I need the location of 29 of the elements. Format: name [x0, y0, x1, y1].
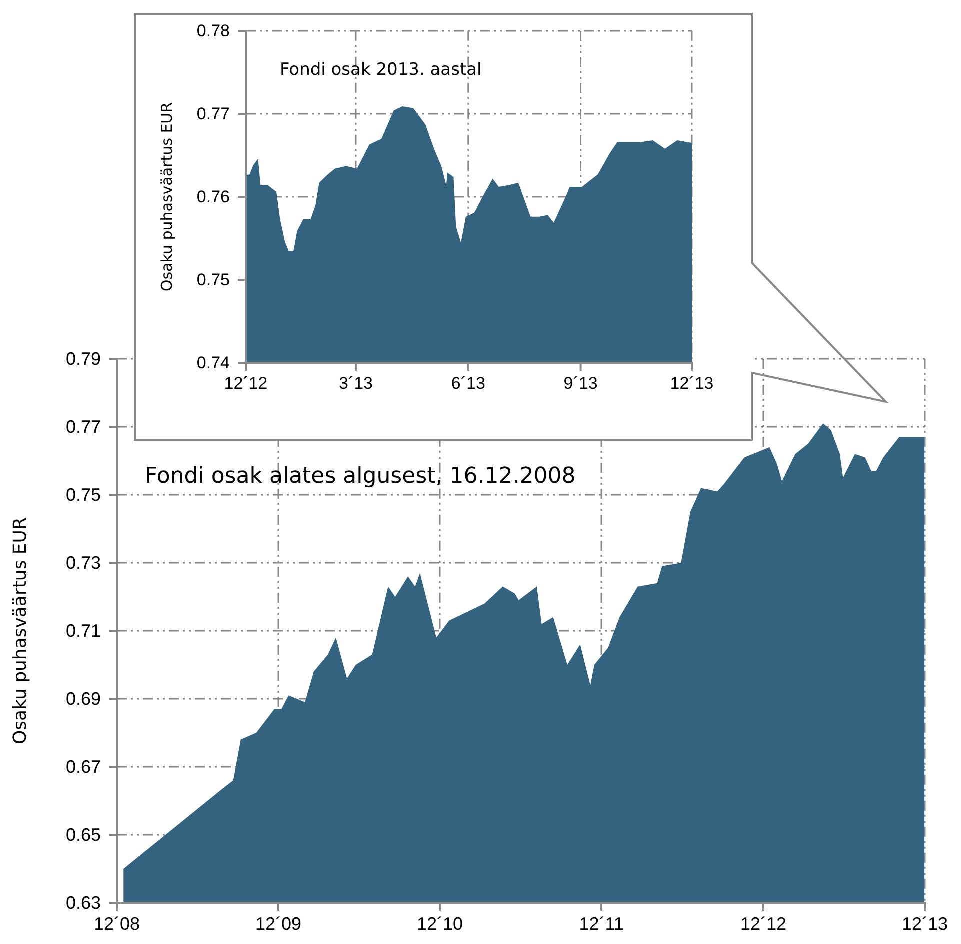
y-tick-label: 0.65 — [66, 824, 101, 845]
x-tick-label: 12´11 — [579, 914, 624, 934]
y-tick-label: 0.71 — [66, 620, 101, 641]
y-tick-label: 0.76 — [196, 187, 230, 206]
x-tick-label: 12´12 — [224, 374, 268, 394]
y-tick-label: 0.75 — [196, 270, 230, 290]
text: Fondi osak 2013. aastal — [280, 60, 482, 80]
x-tick-label: 3´13 — [338, 374, 373, 394]
y-tick-label: 0.78 — [196, 21, 230, 40]
y-tick-label: 0.75 — [66, 484, 101, 505]
y-tick-label: 0.77 — [196, 104, 230, 124]
x-tick-label: 12´13 — [670, 374, 714, 394]
y-tick-label: 0.73 — [66, 552, 101, 573]
y-tick-label: 0.77 — [66, 416, 101, 437]
x-tick-label: 6´13 — [451, 374, 486, 394]
x-tick-label: 12´13 — [902, 914, 948, 934]
y-tick-label: 0.63 — [66, 892, 101, 913]
y-tick-label: 0.74 — [196, 353, 230, 372]
y-axis-title: Osaku puhasväärtus EUR — [10, 518, 31, 744]
x-tick-label: 12´09 — [255, 914, 302, 934]
y-axis-title: Osaku puhasväärtus EUR — [158, 102, 176, 292]
y-tick-label: 0.69 — [66, 688, 101, 709]
text: Fondi osak alates algusest, 16.12.2008 — [145, 464, 576, 489]
y-tick-label: 0.67 — [66, 756, 101, 777]
x-tick-label: 12´10 — [417, 914, 464, 934]
y-tick-label: 0.79 — [66, 348, 101, 369]
x-tick-label: 12´08 — [94, 914, 140, 934]
x-tick-label: 12´12 — [740, 914, 787, 934]
x-tick-label: 9´13 — [564, 374, 598, 394]
